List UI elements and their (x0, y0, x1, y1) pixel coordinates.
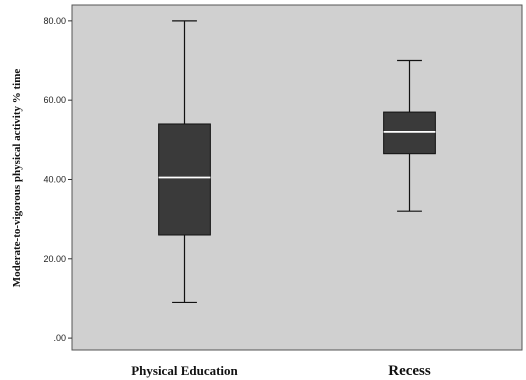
y-tick-label: 20.00 (43, 254, 66, 264)
x-axis: Physical Education Recess (131, 363, 431, 379)
y-tick-label: 80.00 (43, 16, 66, 26)
iqr-box (383, 111, 436, 155)
box-0 (158, 20, 211, 304)
box-series (158, 20, 436, 304)
y-tick-label: .00 (53, 333, 66, 343)
x-category-label: Physical Education (131, 363, 238, 378)
y-tick-label: 40.00 (43, 174, 66, 184)
y-axis-title: Moderate-to-vigorous physical activity %… (11, 69, 23, 288)
plot-area-background (71, 4, 523, 351)
iqr-box (158, 123, 211, 236)
x-category-label: Recess (388, 363, 431, 379)
y-axis: .00 20.00 40.00 60.00 80.00 (43, 16, 72, 343)
y-tick-label: 60.00 (43, 95, 66, 105)
box-1 (383, 59, 436, 212)
